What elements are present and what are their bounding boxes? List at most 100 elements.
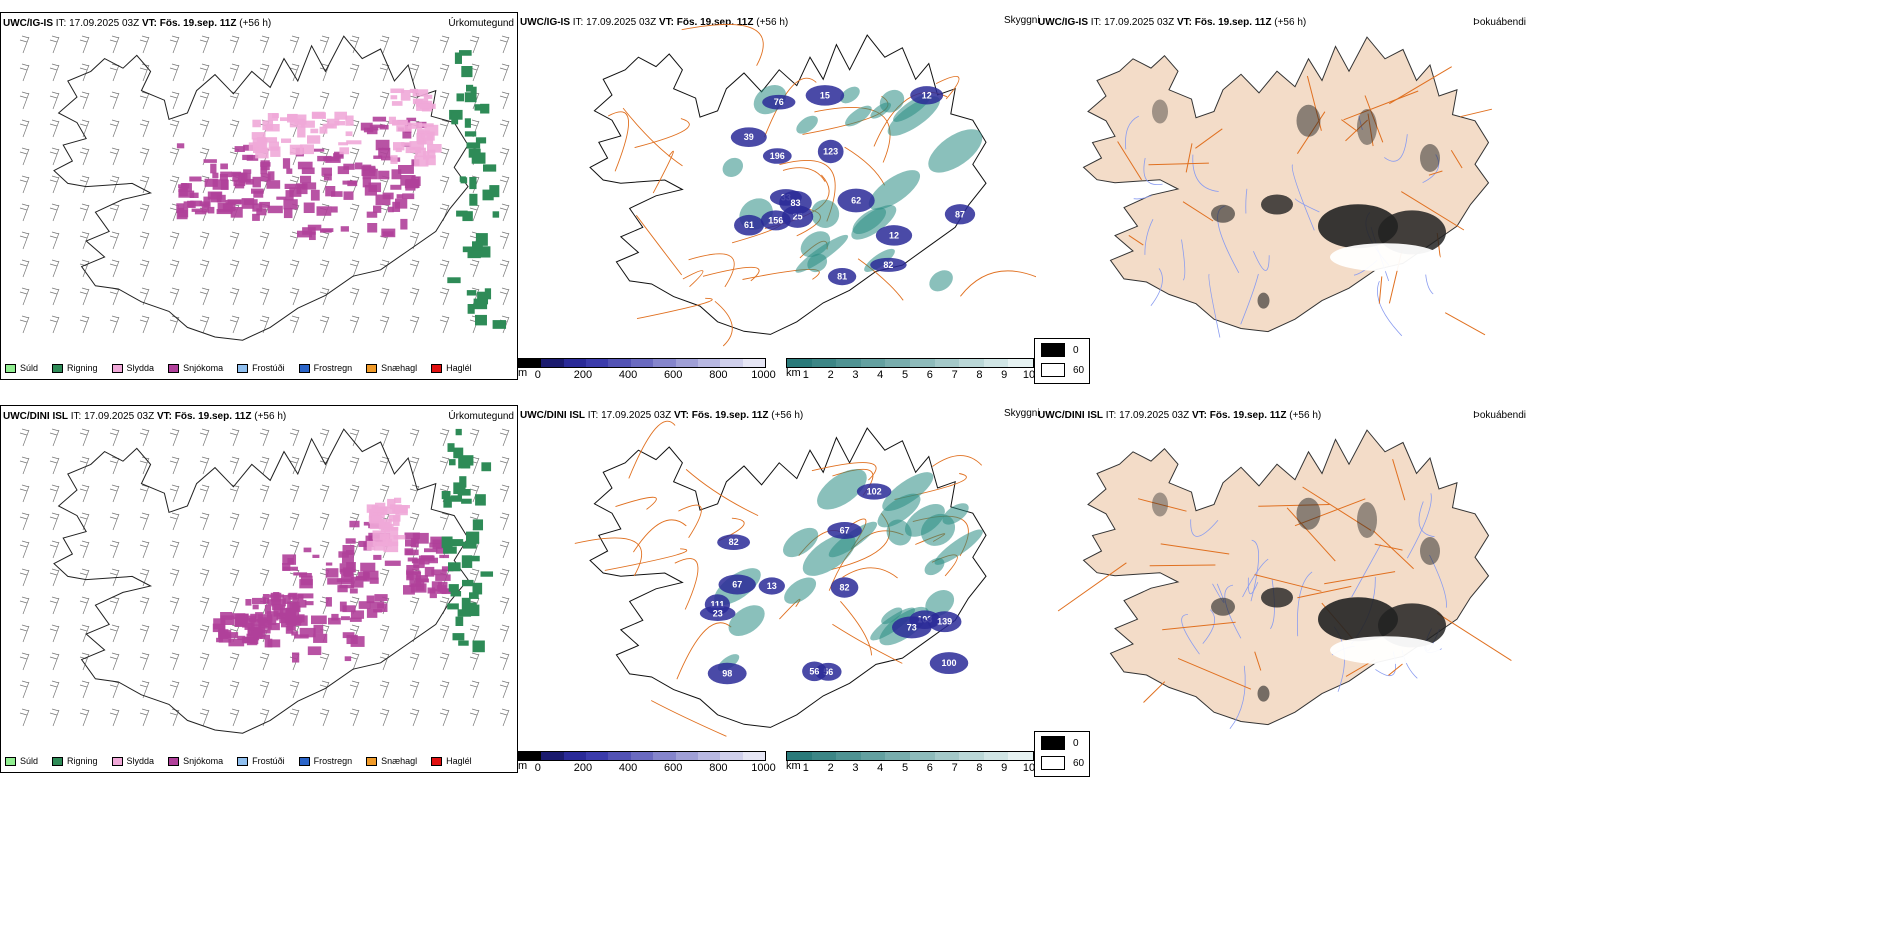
precip-type-panel-row2: UWC/DINI ISL IT: 17.09.2025 03Z VT: Fös.…	[0, 405, 518, 773]
wind-barb	[379, 315, 390, 334]
wind-barb	[349, 147, 360, 166]
iceland-map	[1082, 36, 1493, 338]
low-cloud-area	[927, 611, 962, 633]
fog-index-clear-area	[1330, 243, 1440, 272]
precip-cell	[283, 208, 293, 219]
precip-legend-label: Frostúði	[252, 756, 285, 766]
wind-barb	[259, 63, 270, 82]
cloud-base-label: 15	[820, 90, 830, 100]
precip-cell	[378, 519, 392, 530]
precip-cell	[439, 588, 451, 593]
road	[1182, 201, 1214, 222]
precip-cell	[325, 156, 341, 163]
wind-barb	[379, 287, 390, 306]
fog-legend-value: 0	[1073, 344, 1079, 356]
fog-index-area	[1211, 204, 1235, 223]
wind-barb	[289, 456, 300, 475]
wind-barb	[79, 203, 90, 222]
road	[844, 146, 886, 186]
scale-color-step	[811, 359, 837, 367]
precip-cell	[203, 159, 217, 163]
precip-cell	[372, 538, 389, 547]
precip-cell	[282, 554, 297, 565]
precip-cell	[470, 86, 477, 93]
precip-cell	[369, 518, 385, 530]
precip-cell	[364, 185, 377, 196]
wind-barb	[499, 203, 510, 222]
road	[1364, 95, 1384, 143]
precip-cell	[447, 443, 455, 452]
fog-index-area	[1420, 144, 1440, 172]
road	[1444, 312, 1486, 336]
precip-cell	[431, 569, 447, 576]
precip-cell	[460, 177, 468, 184]
cloud-base-label: 23	[713, 608, 723, 618]
map-layer: 10382827398111135667139100102566723	[574, 420, 987, 737]
wind-barb	[289, 287, 300, 306]
precip-cell	[412, 532, 429, 544]
precip-cell	[249, 626, 266, 631]
road	[702, 266, 760, 282]
scale-colorbar	[518, 751, 766, 761]
precip-cell	[371, 515, 382, 522]
precip-cell	[452, 633, 465, 641]
precip-cell	[457, 609, 472, 617]
scale-tick-label: 4	[877, 762, 884, 774]
wind-barb	[19, 456, 30, 475]
road	[682, 270, 704, 288]
precip-cell	[282, 566, 298, 571]
wind-barb	[169, 147, 180, 166]
low-visibility-area	[811, 199, 840, 228]
wind-barb	[259, 484, 270, 503]
wind-barb	[199, 428, 210, 447]
wind-barb	[49, 315, 60, 334]
precip-cell	[363, 521, 374, 526]
precip-cell	[339, 147, 350, 155]
low-visibility-area	[929, 270, 953, 292]
fog-index-area	[1261, 587, 1293, 608]
precip-cell	[267, 171, 275, 181]
precip-cell	[386, 535, 399, 547]
scale-color-step	[1008, 752, 1033, 760]
precip-cell	[421, 134, 434, 139]
road	[1254, 651, 1262, 671]
precip-cell	[312, 554, 320, 558]
precip-cell	[178, 190, 195, 198]
fog-panel-row1: UWC/IG-IS IT: 17.09.2025 03Z VT: Fös. 19…	[1036, 12, 1526, 380]
precip-cell	[398, 165, 414, 174]
scale-color-step	[586, 359, 609, 367]
precip-cell	[264, 605, 272, 615]
river	[1242, 558, 1269, 598]
precip-cell	[331, 613, 339, 621]
precip-cell	[178, 184, 185, 189]
wind-barb	[79, 596, 90, 615]
precip-cell	[216, 194, 226, 203]
wind-barb	[49, 652, 60, 671]
visibility-panel-row1: UWC/IG-IS IT: 17.09.2025 03Z VT: Fös. 19…	[518, 12, 1040, 381]
wind-barb	[19, 203, 30, 222]
scale-unit: m	[518, 760, 528, 772]
low-cloud-area	[718, 574, 756, 595]
road	[674, 558, 699, 610]
road	[1389, 66, 1452, 105]
precip-cell	[479, 246, 491, 258]
cloud-base-label: 196	[770, 151, 785, 161]
precip-cell	[415, 99, 423, 107]
scale-color-step	[675, 752, 698, 760]
low-cloud-area	[762, 94, 796, 110]
wind-barb	[19, 259, 30, 278]
low-cloud-area	[779, 190, 812, 215]
precip-cell	[489, 185, 500, 198]
precip-cell	[265, 124, 280, 132]
precip-cell	[258, 617, 268, 621]
wind-barb	[469, 680, 480, 699]
wind-barb	[139, 91, 150, 110]
wind-barb	[19, 175, 30, 194]
road	[1177, 657, 1252, 690]
precip-cell	[447, 603, 459, 610]
precip-cell	[289, 144, 303, 155]
cloud-base-label: 87	[955, 209, 965, 219]
cloud-base-label: 25	[793, 212, 803, 222]
road	[1460, 108, 1493, 118]
precip-cell	[366, 128, 378, 135]
